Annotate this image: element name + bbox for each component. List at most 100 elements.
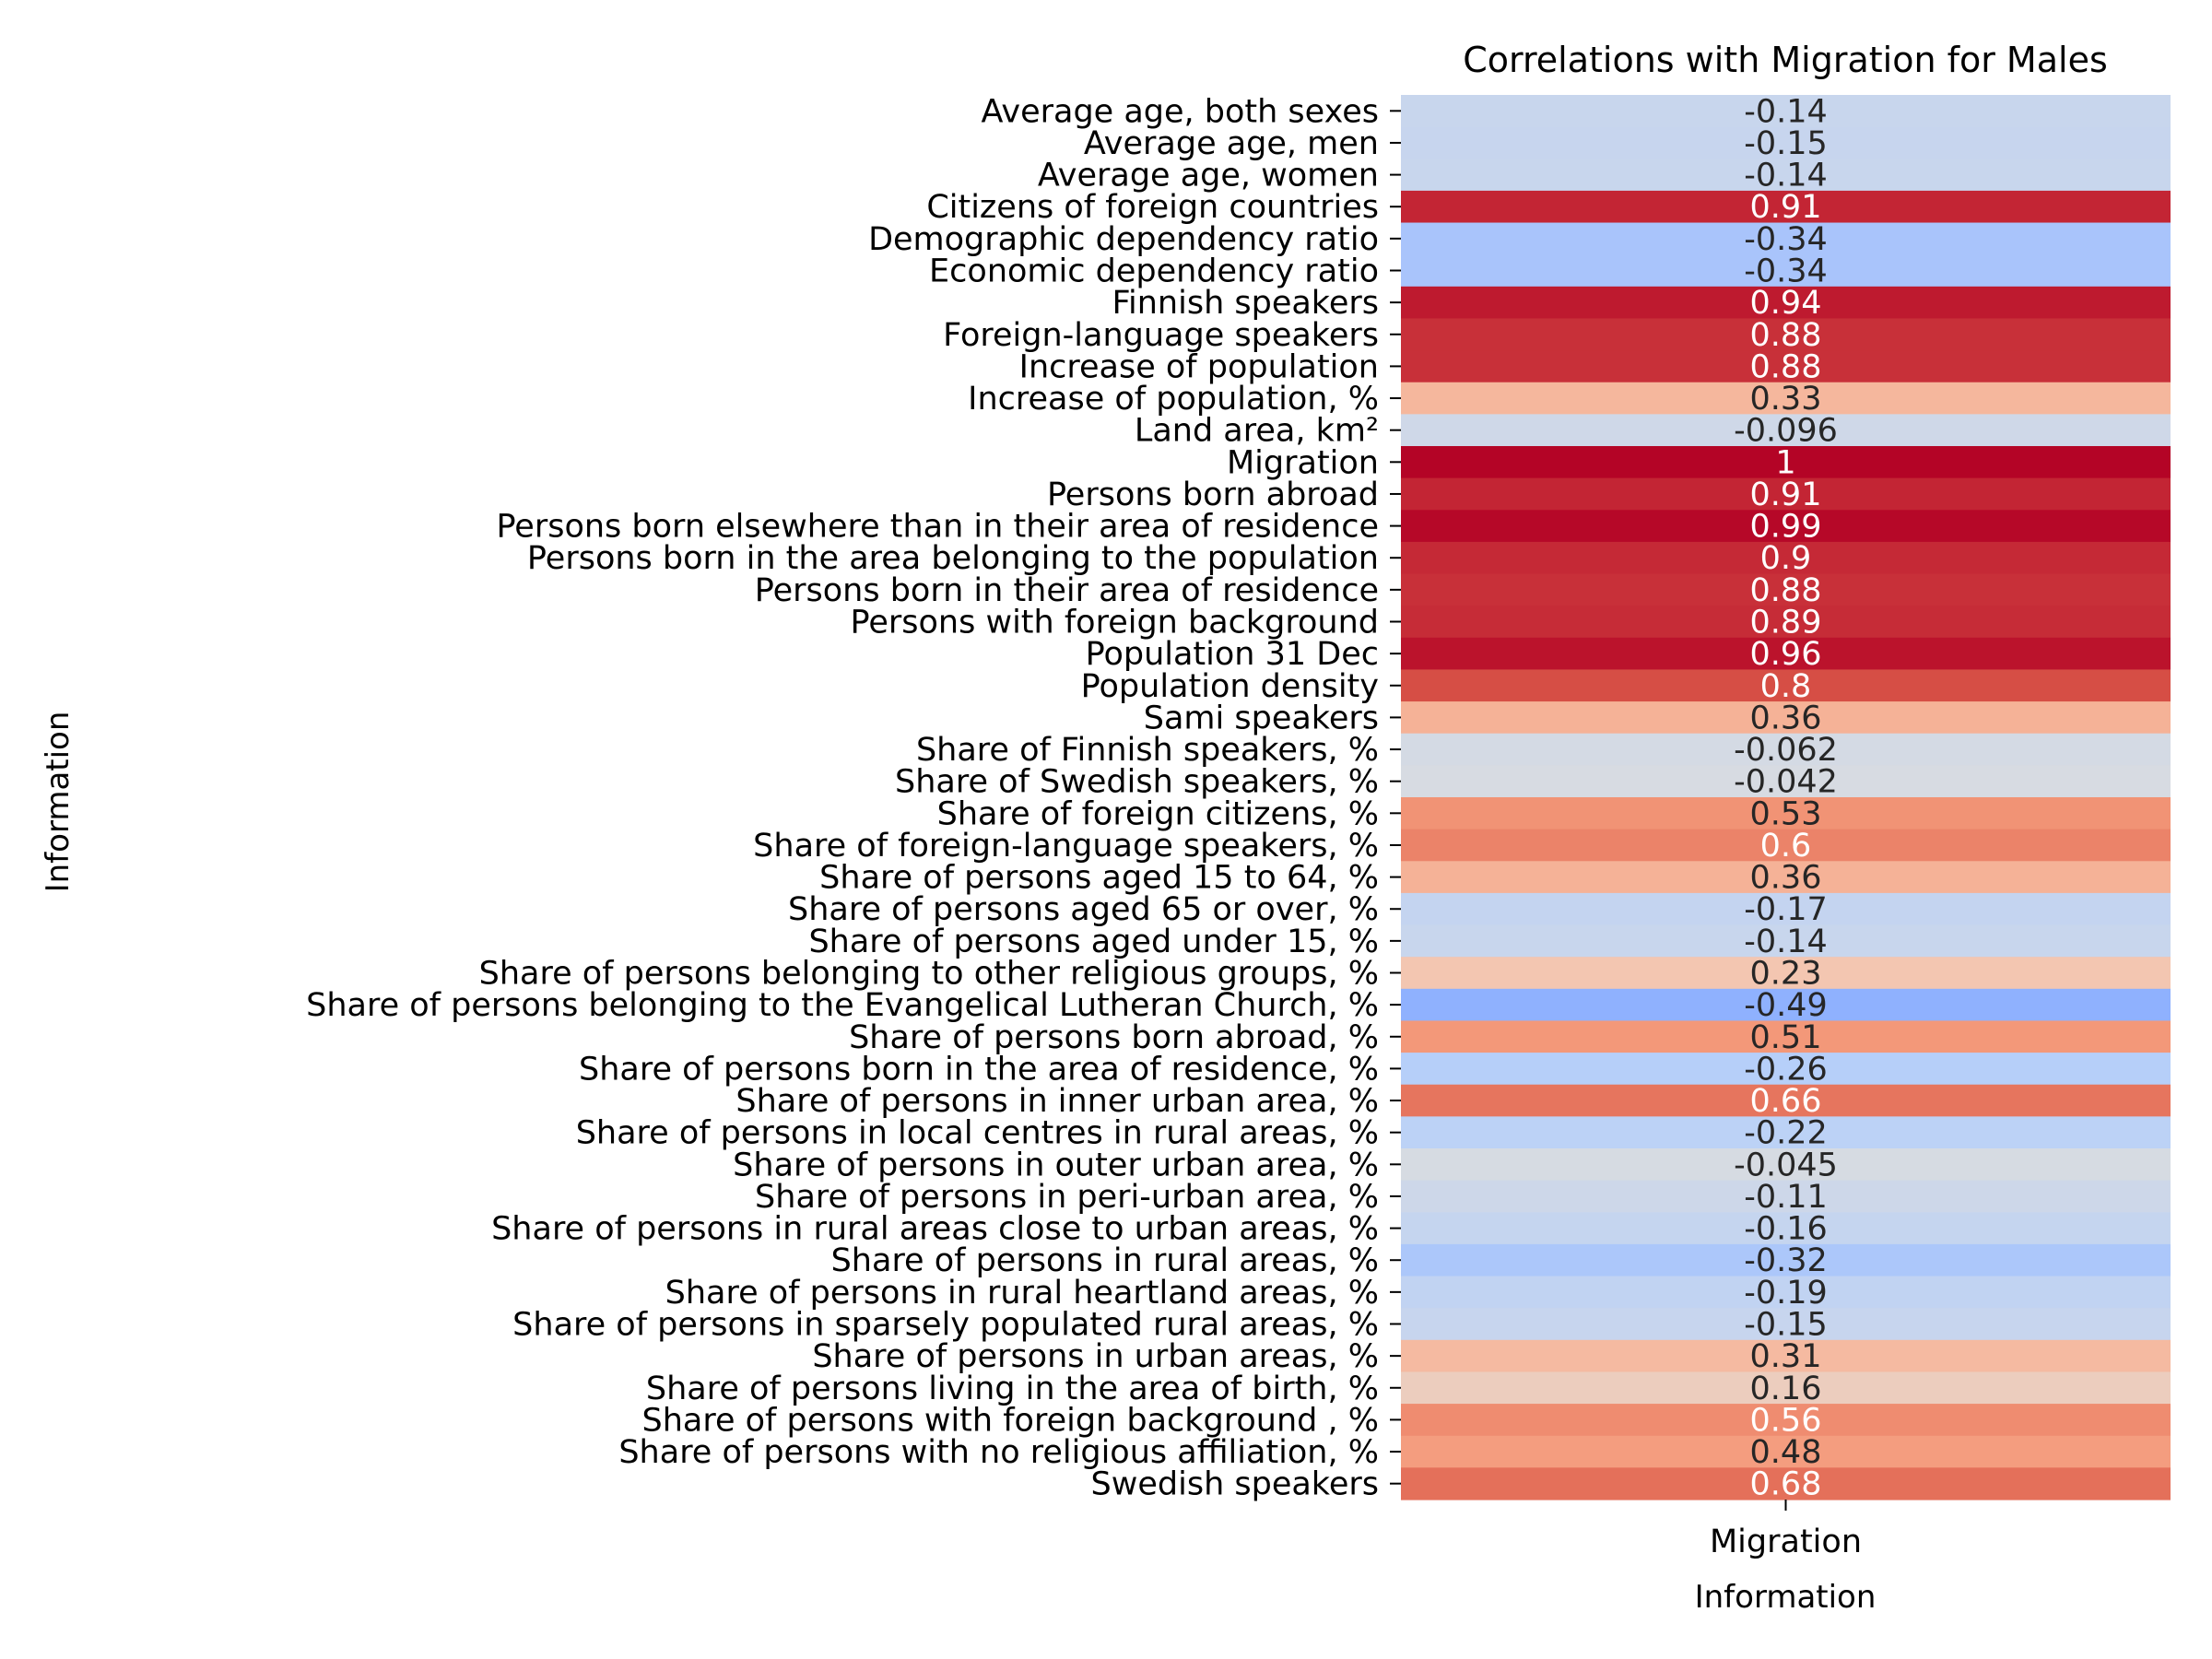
heatmap-cell — [1401, 159, 2171, 192]
x-tick-label: Migration — [1710, 1524, 1862, 1560]
heatmap-cell — [1401, 1180, 2171, 1213]
y-tick-label: Population 31 Dec — [1086, 636, 1379, 673]
cell-value-label: -0.14 — [1744, 158, 1828, 194]
heatmap-cell — [1401, 988, 2171, 1022]
y-tick-label: Share of persons born abroad, % — [849, 1019, 1379, 1056]
cell-value-label: 0.56 — [1750, 1402, 1822, 1439]
chart-title: Correlations with Migration for Males — [1463, 40, 2108, 80]
heatmap-cell — [1401, 254, 2171, 288]
heatmap-cell — [1401, 669, 2171, 702]
heatmap-cell — [1401, 1435, 2171, 1468]
heatmap-cell — [1401, 1084, 2171, 1117]
heatmap-cell — [1401, 1371, 2171, 1405]
y-tick-label: Share of Swedish speakers, % — [895, 764, 1379, 801]
heatmap-cell — [1401, 318, 2171, 351]
heatmap-cell — [1401, 1243, 2171, 1277]
heatmap-cell — [1401, 190, 2171, 224]
x-axis-label: Information — [1695, 1579, 1877, 1616]
y-tick-label: Persons born abroad — [1047, 477, 1379, 513]
y-tick-label: Foreign-language speakers — [943, 317, 1379, 354]
y-tick-label: Citizens of foreign countries — [926, 189, 1379, 226]
heatmap-cell — [1401, 1053, 2171, 1086]
cell-value-label: 0.48 — [1750, 1434, 1822, 1471]
cell-value-label: -0.32 — [1744, 1242, 1828, 1279]
cell-value-label: -0.062 — [1734, 732, 1838, 769]
y-tick-label: Share of persons aged 65 or over, % — [788, 891, 1379, 928]
heatmap-cell — [1401, 1308, 2171, 1341]
heatmap-cell — [1401, 797, 2171, 830]
cell-value-label: 1 — [1775, 444, 1795, 481]
heatmap-cell — [1401, 637, 2171, 671]
y-tick-label: Persons born in the area belonging to th… — [527, 540, 1379, 577]
heatmap-cell — [1401, 1148, 2171, 1182]
y-tick-label: Finnish speakers — [1112, 285, 1379, 322]
y-tick-label: Share of persons in inner urban area, % — [735, 1083, 1379, 1120]
cell-value-label: -0.22 — [1744, 1115, 1828, 1152]
cell-value-label: 0.31 — [1750, 1338, 1822, 1375]
cell-value-label: 0.33 — [1750, 381, 1822, 418]
cell-value-label: 0.89 — [1750, 605, 1822, 641]
y-tick-label: Share of persons in rural heartland area… — [665, 1275, 1379, 1312]
y-tick-label: Average age, both sexes — [981, 93, 1379, 130]
y-tick-label: Share of persons with no religious affil… — [618, 1434, 1379, 1471]
y-tick-label: Land area, km² — [1135, 413, 1379, 450]
heatmap-cell — [1401, 1020, 2171, 1053]
y-tick-label: Share of persons in urban areas, % — [812, 1338, 1379, 1375]
cell-value-label: 0.53 — [1750, 795, 1822, 832]
cell-value-label: 0.6 — [1760, 828, 1812, 865]
heatmap-cell — [1401, 573, 2171, 606]
heatmap-cell — [1401, 1212, 2171, 1245]
heatmap-cell — [1401, 95, 2171, 128]
cell-value-label: 0.96 — [1750, 636, 1822, 673]
heatmap-cell — [1401, 1467, 2171, 1500]
heatmap-cell — [1401, 1339, 2171, 1373]
y-tick-label: Average age, men — [1084, 125, 1379, 162]
cell-value-label: 0.99 — [1750, 509, 1822, 546]
heatmap-cell — [1401, 733, 2171, 766]
y-tick-label: Share of persons with foreign background… — [642, 1402, 1379, 1439]
cell-value-label: -0.042 — [1734, 764, 1838, 801]
heatmap-cell — [1401, 446, 2171, 479]
heatmap-cell — [1401, 477, 2171, 511]
cell-value-label: -0.16 — [1744, 1211, 1828, 1248]
y-tick-label: Share of persons in outer urban area, % — [733, 1147, 1379, 1183]
cell-value-label: 0.51 — [1750, 1019, 1822, 1056]
cell-value-label: -0.096 — [1734, 413, 1838, 450]
y-tick-label: Average age, women — [1038, 158, 1379, 194]
heatmap-cell — [1401, 1116, 2171, 1149]
heatmap-cell — [1401, 222, 2171, 255]
cell-value-label: -0.15 — [1744, 1307, 1828, 1344]
cell-value-label: -0.14 — [1744, 93, 1828, 130]
cell-value-label: 0.94 — [1750, 285, 1822, 322]
cell-value-label: -0.14 — [1744, 924, 1828, 960]
heatmap-cell — [1401, 861, 2171, 894]
cell-value-label: 0.91 — [1750, 189, 1822, 226]
y-tick-label: Share of persons living in the area of b… — [646, 1371, 1379, 1407]
y-tick-label: Share of persons in peri-urban area, % — [755, 1179, 1379, 1216]
y-tick-label: Share of persons belonging to the Evange… — [306, 987, 1379, 1024]
cell-value-label: 0.91 — [1750, 477, 1822, 513]
y-tick-label: Persons born elsewhere than in their are… — [496, 509, 1379, 546]
heatmap-cell — [1401, 414, 2171, 447]
cell-value-label: 0.8 — [1760, 668, 1812, 705]
heatmap-cell — [1401, 829, 2171, 862]
y-tick-label: Share of persons in local centres in rur… — [576, 1115, 1379, 1152]
heatmap-cell — [1401, 1276, 2171, 1309]
heatmap-cell — [1401, 382, 2171, 415]
y-tick-label: Population density — [1081, 668, 1379, 705]
cell-value-label: 0.88 — [1750, 317, 1822, 354]
y-axis-label: Information — [40, 712, 76, 893]
cell-value-label: 0.88 — [1750, 572, 1822, 609]
heatmap-cell — [1401, 924, 2171, 958]
y-tick-label: Share of foreign citizens, % — [937, 795, 1379, 832]
y-tick-label: Share of persons aged 15 to 64, % — [819, 860, 1379, 897]
heatmap-cell — [1401, 765, 2171, 798]
y-tick-label: Share of foreign-language speakers, % — [753, 828, 1379, 865]
cell-value-label: 0.36 — [1750, 860, 1822, 897]
cell-value-label: 0.36 — [1750, 700, 1822, 736]
heatmap-cells: -0.14-0.15-0.140.91-0.34-0.340.940.880.8… — [1401, 93, 2171, 1503]
cell-value-label: -0.49 — [1744, 987, 1828, 1024]
y-tick-label: Share of persons born in the area of res… — [579, 1051, 1379, 1088]
